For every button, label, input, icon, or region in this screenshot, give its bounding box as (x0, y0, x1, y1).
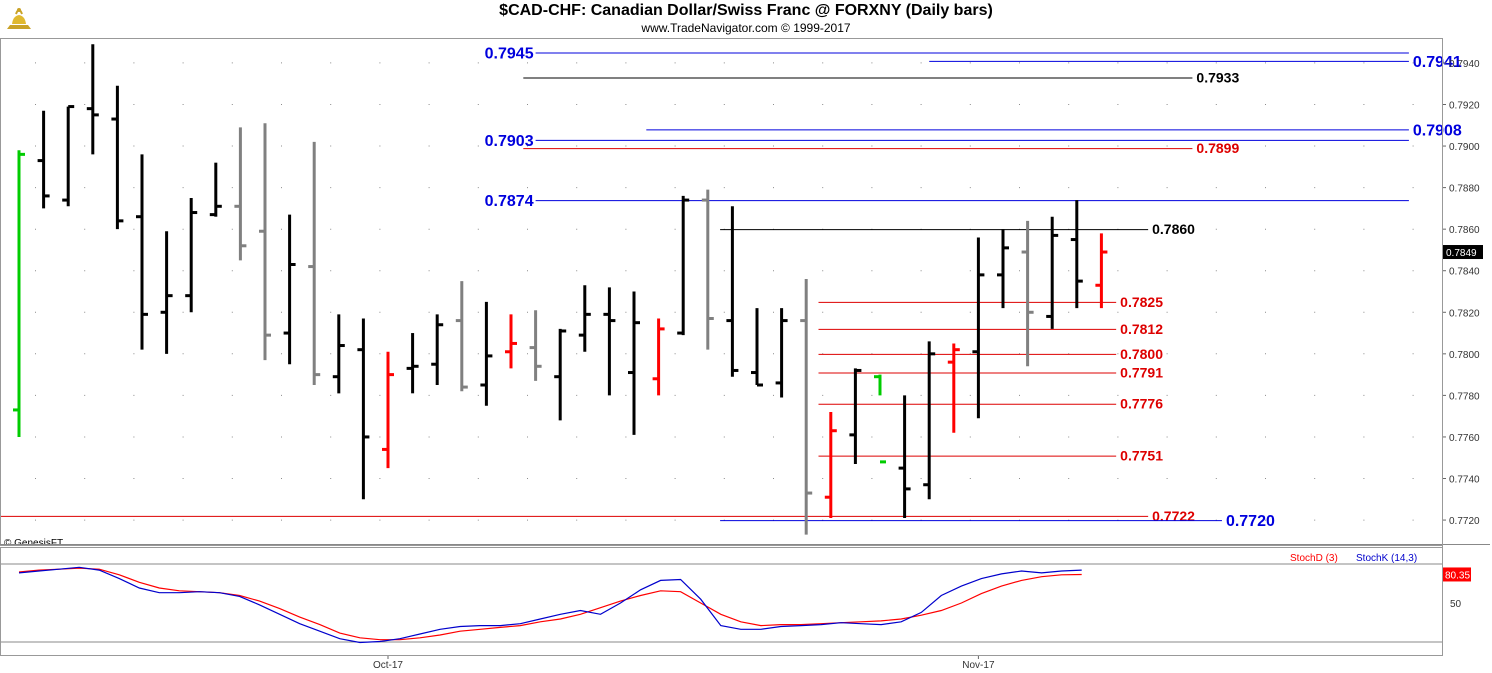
ohlc-bar (874, 374, 886, 464)
level-label: 0.7720 (1226, 513, 1275, 530)
level-label: 0.7899 (1196, 140, 1239, 156)
stoch-last-label: 80.35 (1445, 570, 1470, 581)
price-tick-label: 0.7740 (1449, 475, 1480, 486)
level-label: 0.7776 (1120, 396, 1163, 412)
stoch-last-box (1443, 567, 1471, 582)
level-label: 0.7874 (485, 193, 534, 210)
ohlc-bar (947, 343, 960, 433)
price-grid-dots (35, 62, 1414, 521)
price-tick-label: 0.7900 (1449, 142, 1480, 153)
ohlc-bar (701, 189, 714, 350)
ohlc-bar (578, 285, 591, 352)
ohlc-bar (1095, 233, 1108, 309)
ohlc-bar (554, 328, 567, 421)
ohlc-bar (136, 154, 148, 350)
price-tick-label: 0.7720 (1449, 516, 1480, 527)
price-tick-label: 0.7760 (1449, 433, 1480, 444)
source-label: © GenesisFT (4, 538, 63, 549)
ohlc-bar (1046, 216, 1059, 329)
ohlc-bar (726, 206, 739, 377)
price-tick-label: 0.7920 (1449, 100, 1480, 111)
ohlc-bar (652, 318, 665, 396)
ohlc-bar (628, 291, 640, 435)
last-price-label: 0.7849 (1446, 248, 1477, 259)
ohlc-bar (800, 279, 813, 535)
level-label: 0.7860 (1152, 221, 1195, 237)
ohlc-bar (86, 44, 99, 155)
level-label: 0.7908 (1413, 122, 1462, 139)
price-tick-label: 0.7800 (1449, 350, 1480, 361)
price-tick-label: 0.7780 (1449, 391, 1480, 402)
ohlc-bar (111, 85, 124, 230)
stochastic-panel: © GenesisFT StochD (3) StochK (14,3) 80.35 5… (0, 538, 1471, 644)
level-label: 0.7800 (1120, 346, 1163, 362)
stochd-legend: StochD (3) (1290, 553, 1338, 564)
price-axis: 0.7720 0.7740 0.7760 0.7780 0.7800 0.7820 0.78… (1442, 59, 1483, 527)
ohlc-bar (480, 301, 493, 406)
ohlc-bar (382, 351, 394, 469)
ohlc-bar (308, 141, 321, 386)
ohlc-bar (1021, 220, 1034, 367)
ohlc-bar (849, 368, 862, 464)
ohlc-bar (234, 127, 247, 261)
date-tick-label: Nov-17 (962, 660, 995, 671)
ohlc-bar (13, 150, 25, 437)
ohlc-bar (455, 281, 468, 392)
price-grid (35, 62, 1414, 521)
title-bar: $CAD-CHF: Canadian Dollar/Swiss Franc @ … (0, 0, 1492, 38)
level-label: 0.7903 (485, 133, 534, 150)
ohlc-bar (357, 318, 370, 500)
price-tick-label: 0.7880 (1449, 184, 1480, 195)
ohlc-bar (923, 341, 936, 500)
ohlc-bar (824, 412, 837, 518)
ohlc-bar (603, 287, 616, 396)
ohlc-bar (283, 214, 296, 365)
ohlc-bar (160, 231, 173, 354)
date-tick-label: Oct-17 (373, 660, 403, 671)
ohlc-bar (259, 123, 271, 361)
last-price-box (1443, 245, 1483, 260)
ohlc-bar (37, 110, 50, 209)
stochk-legend: StochK (14,3) (1356, 553, 1417, 564)
ohlc-bar (431, 314, 444, 386)
ohlc-bar (997, 229, 1009, 309)
stochk-line (18, 566, 1082, 644)
ohlc-bar (775, 308, 788, 398)
price-tick-label: 0.7820 (1449, 308, 1480, 319)
gold-bull-icon (4, 3, 34, 33)
ohlc-bar (62, 105, 75, 207)
price-tick-label: 0.7840 (1449, 267, 1480, 278)
level-label: 0.7945 (485, 46, 534, 63)
price-panel-frame (0, 38, 1443, 546)
ohlc-bar (529, 310, 542, 381)
stochd-line (18, 567, 1082, 641)
ohlc-bar (677, 195, 690, 336)
ohlc-bar (406, 333, 419, 394)
level-label: 0.7812 (1120, 321, 1163, 337)
level-label: 0.7751 (1120, 448, 1163, 464)
ohlc-bar (209, 162, 222, 217)
level-label: 0.7941 (1413, 54, 1462, 71)
ohlc-bar (972, 237, 985, 419)
ohlc-bar (898, 395, 911, 518)
ohlc-bar (751, 308, 763, 387)
price-bars (13, 44, 1108, 535)
level-label: 0.7791 (1120, 365, 1163, 381)
ohlc-bar (1070, 200, 1083, 309)
ohlc-bar (332, 314, 345, 394)
price-tick-label: 0.7860 (1449, 225, 1480, 236)
level-label: 0.7933 (1196, 69, 1239, 85)
price-tick-label: 0.7940 (1449, 59, 1480, 70)
level-label: 0.7722 (1152, 508, 1195, 524)
stoch-tick-label: 50 (1450, 599, 1462, 610)
chart-title: $CAD-CHF: Canadian Dollar/Swiss Franc @ … (499, 2, 993, 19)
ohlc-bar (505, 314, 517, 369)
date-axis: Oct-17 Nov-17 (373, 655, 995, 671)
ohlc-bar (185, 197, 198, 313)
level-label: 0.7825 (1120, 294, 1163, 310)
chart-subtitle: www.TradeNavigator.com © 1999-2017 (641, 21, 851, 35)
